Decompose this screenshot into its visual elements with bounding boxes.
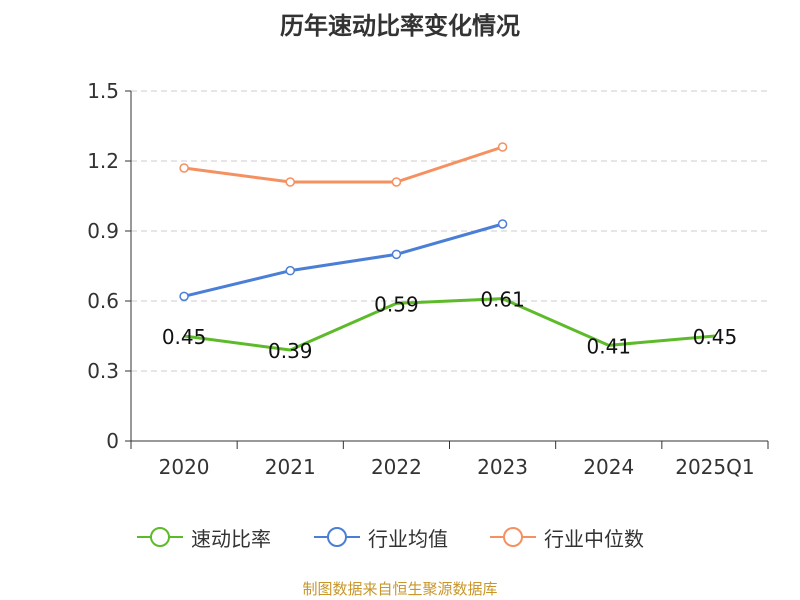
series-line-0: [183, 297, 716, 352]
legend: 速动比率 行业均值 行业中位数: [0, 520, 800, 554]
y-tick-label: 0: [106, 429, 119, 453]
data-label: 0.45: [162, 325, 207, 349]
data-point: [391, 177, 402, 187]
data-point: [179, 291, 189, 302]
legend-marker-industry-median: [490, 527, 536, 547]
legend-item-industry-avg[interactable]: 行业均值: [312, 520, 448, 554]
data-label: 0.39: [268, 339, 313, 363]
data-point: [497, 142, 508, 152]
legend-marker-speed-ratio: [137, 527, 183, 547]
source-note: 制图数据来自恒生聚源数据库: [302, 580, 498, 598]
data-point: [285, 177, 295, 187]
legend-item-speed-ratio[interactable]: 速动比率: [135, 520, 271, 554]
x-tick-label: 2020: [159, 455, 210, 479]
data-label: 0.41: [586, 334, 631, 358]
legend-marker-industry-avg: [314, 527, 360, 547]
y-tick-label: 0.3: [87, 359, 119, 383]
x-tick-label: 2025Q1: [675, 455, 754, 479]
x-tick-label: 2021: [265, 455, 316, 479]
grid-lines: [131, 90, 768, 372]
x-tick-label: 2024: [583, 455, 634, 479]
data-label: 0.59: [374, 292, 419, 316]
x-tick-label: 2023: [477, 455, 528, 479]
y-tick-label: 0.6: [87, 289, 119, 313]
legend-label-speed-ratio: 速动比率: [191, 526, 271, 551]
data-label: 0.45: [693, 325, 738, 349]
legend-label-industry-median: 行业中位数: [544, 526, 644, 551]
data-point: [285, 265, 295, 276]
y-tick-label: 0.9: [87, 219, 119, 243]
series-lines: [179, 142, 716, 352]
x-tick-label: 2022: [371, 455, 422, 479]
y-tick-label: 1.5: [87, 79, 119, 103]
data-labels: 0.45 0.39 0.59 0.61 0.41 0.45: [162, 288, 737, 363]
y-tick-label: 1.2: [87, 149, 119, 173]
legend-item-industry-median[interactable]: 行业中位数: [488, 520, 644, 554]
axes: 0 0.3 0.6 0.9 1.2 1.5 2020 2021 2022 2023 2024 2025…: [87, 79, 769, 479]
data-point: [179, 163, 189, 173]
series-line-1: [183, 222, 503, 298]
data-label: 0.61: [480, 288, 525, 312]
chart-title: 历年速动比率变化情况: [280, 12, 520, 40]
legend-label-industry-avg: 行业均值: [368, 526, 448, 551]
data-point: [391, 249, 402, 260]
series-line-2: [183, 145, 504, 184]
data-point: [497, 219, 508, 229]
